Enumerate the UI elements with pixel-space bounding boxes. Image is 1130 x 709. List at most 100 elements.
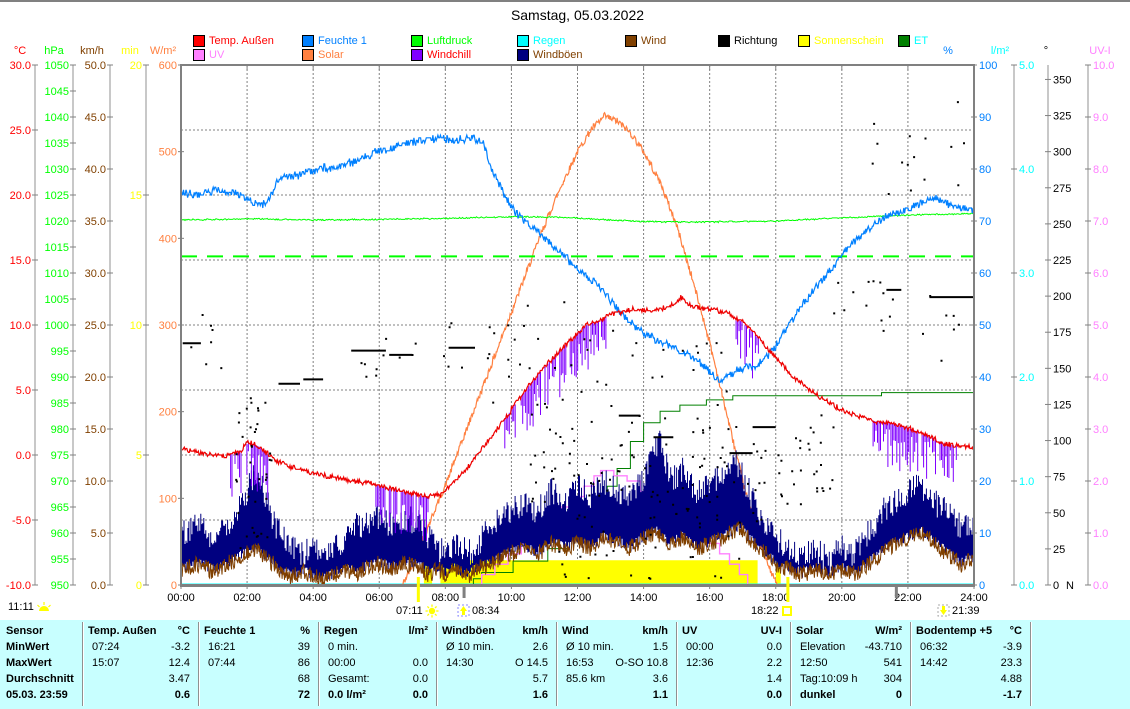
legend-swatch-solar — [302, 49, 314, 61]
svg-text:200: 200 — [159, 407, 177, 419]
table-row-label: Sensor — [6, 625, 44, 637]
svg-text:90: 90 — [979, 112, 991, 124]
weather-day-chart: °C -10.0 -5.0 0.0 5.0 10.0 15.0 20.0 25.0 30.0 hPa… — [6, 45, 1115, 604]
table-col-unit: °C — [177, 625, 190, 637]
legend-label-feuchte-1: Feuchte 1 — [318, 35, 367, 47]
svg-text:225: 225 — [1053, 255, 1071, 267]
legend-label-regen: Regen — [533, 35, 566, 47]
legend-item-uv: UV — [193, 49, 224, 61]
legend-item-sonnenschein: Sonnenschein — [798, 35, 884, 47]
svg-text:0: 0 — [979, 580, 985, 592]
table-cell-left: Ø 10 min. — [446, 641, 494, 653]
svg-text:40.0: 40.0 — [85, 164, 106, 176]
sunset-icon — [781, 605, 792, 616]
legend-swatch-et — [898, 35, 910, 47]
axis-unit-wm2: W/m² — [150, 45, 177, 57]
series-wind — [180, 521, 975, 586]
legend-swatch-sonnenschein — [798, 35, 810, 47]
legend-label-luftdruck: Luftdruck — [427, 35, 473, 47]
legend-item-regen: Regen — [517, 35, 565, 47]
table-cell-left: 07:24 — [92, 641, 120, 653]
legend-label-temp-au-en: Temp. Außen — [209, 35, 274, 47]
table-cell-value: 1.6 — [532, 689, 548, 701]
axis-unit-deg: ° — [1044, 45, 1048, 57]
svg-text:300: 300 — [1053, 147, 1071, 159]
svg-text:50: 50 — [979, 320, 991, 332]
svg-text:1035: 1035 — [45, 138, 69, 150]
svg-text:15.0: 15.0 — [10, 255, 31, 267]
legend-item-feuchte-1: Feuchte 1 — [302, 35, 367, 47]
axis-unit-min: min — [121, 45, 139, 57]
svg-text:22:00: 22:00 — [894, 592, 922, 604]
svg-text:5.0: 5.0 — [91, 528, 106, 540]
svg-text:950: 950 — [51, 580, 69, 592]
svg-text:275: 275 — [1053, 183, 1071, 195]
svg-text:3.0: 3.0 — [1093, 424, 1108, 436]
table-cell-value: 3.47 — [168, 673, 190, 685]
svg-text:16:00: 16:00 — [696, 592, 724, 604]
sunset-tick — [786, 577, 790, 602]
table-col-name: Regen — [324, 625, 358, 637]
legend-item-richtung: Richtung — [718, 35, 777, 47]
svg-text:10.0: 10.0 — [1093, 60, 1114, 72]
svg-text:60: 60 — [979, 268, 991, 280]
legend-label-richtung: Richtung — [734, 35, 778, 47]
table-cell-value: 541 — [883, 657, 902, 669]
svg-text:1000: 1000 — [45, 320, 69, 332]
svg-text:965: 965 — [51, 502, 69, 514]
axis-unit-temp: °C — [14, 45, 26, 57]
legend-swatch-temp-au-en — [193, 35, 205, 47]
legend-item-wind: Wind — [625, 35, 666, 47]
svg-text:955: 955 — [51, 554, 69, 566]
series-feuchte — [180, 133, 975, 385]
table-cell-value: 1.4 — [766, 673, 782, 685]
table-cell-value: 23.3 — [1000, 657, 1022, 669]
table-col-name: Solar — [796, 625, 824, 637]
svg-text:04:00: 04:00 — [299, 592, 327, 604]
svg-text:100: 100 — [159, 493, 177, 505]
svg-text:40: 40 — [979, 372, 991, 384]
table-row-label: MaxWert — [6, 657, 52, 669]
svg-text:5.0: 5.0 — [1019, 60, 1034, 72]
moonrise-label: 08:34 — [455, 604, 500, 617]
series-windchill — [230, 317, 957, 542]
table-cell-value: O-SO 10.8 — [615, 657, 668, 669]
table-cell-left: 16:53 — [566, 657, 594, 669]
svg-text:00:00: 00:00 — [167, 592, 195, 604]
moonset-tick — [894, 585, 898, 598]
axis-lm2: l/m² 0.0 1.0 2.0 3.0 4.0 5.0 — [991, 45, 1034, 592]
table-col-unit: W/m² — [875, 625, 902, 637]
axis-kmh: km/h 0.0 5.0 10.0 15.0 20.0 25.0 30.0 35.0 40.0 45… — [80, 45, 113, 592]
axis-north-label: N — [1066, 580, 1074, 592]
svg-text:0.0: 0.0 — [91, 580, 106, 592]
table-col-name: Bodentemp +5 — [916, 625, 993, 637]
legend-swatch-feuchte-1 — [302, 35, 314, 47]
legend-item-et: ET — [898, 35, 928, 47]
potential-sunshine-label: 11:11 — [8, 600, 54, 613]
table-cell-left: 16:21 — [208, 641, 236, 653]
legend-swatch-uv — [193, 49, 205, 61]
svg-text:350: 350 — [1053, 74, 1071, 86]
table-cell-value: -43.710 — [864, 641, 902, 653]
svg-text:18:00: 18:00 — [762, 592, 790, 604]
svg-text:0.0: 0.0 — [1019, 580, 1034, 592]
svg-text:1040: 1040 — [45, 112, 69, 124]
svg-text:30: 30 — [979, 424, 991, 436]
svg-text:200: 200 — [1053, 291, 1071, 303]
svg-text:-5.0: -5.0 — [12, 515, 31, 527]
svg-text:20: 20 — [979, 476, 991, 488]
table-cell-value: 1.5 — [652, 641, 668, 653]
table-cell-left: 0.0 l/m² — [328, 689, 366, 701]
svg-text:0.0: 0.0 — [1093, 580, 1108, 592]
svg-text:15.0: 15.0 — [85, 424, 106, 436]
svg-text:1020: 1020 — [45, 216, 69, 228]
svg-text:10.0: 10.0 — [85, 476, 106, 488]
svg-text:500: 500 — [159, 147, 177, 159]
svg-text:400: 400 — [159, 233, 177, 245]
sunset-label: 18:22 — [751, 604, 795, 617]
table-cell-value: 0.0 — [412, 673, 428, 685]
axis-unit-pct: % — [943, 45, 953, 57]
legend-label-windchill: Windchill — [427, 49, 472, 61]
svg-text:24:00: 24:00 — [960, 592, 988, 604]
legend-swatch-windchill — [411, 49, 423, 61]
